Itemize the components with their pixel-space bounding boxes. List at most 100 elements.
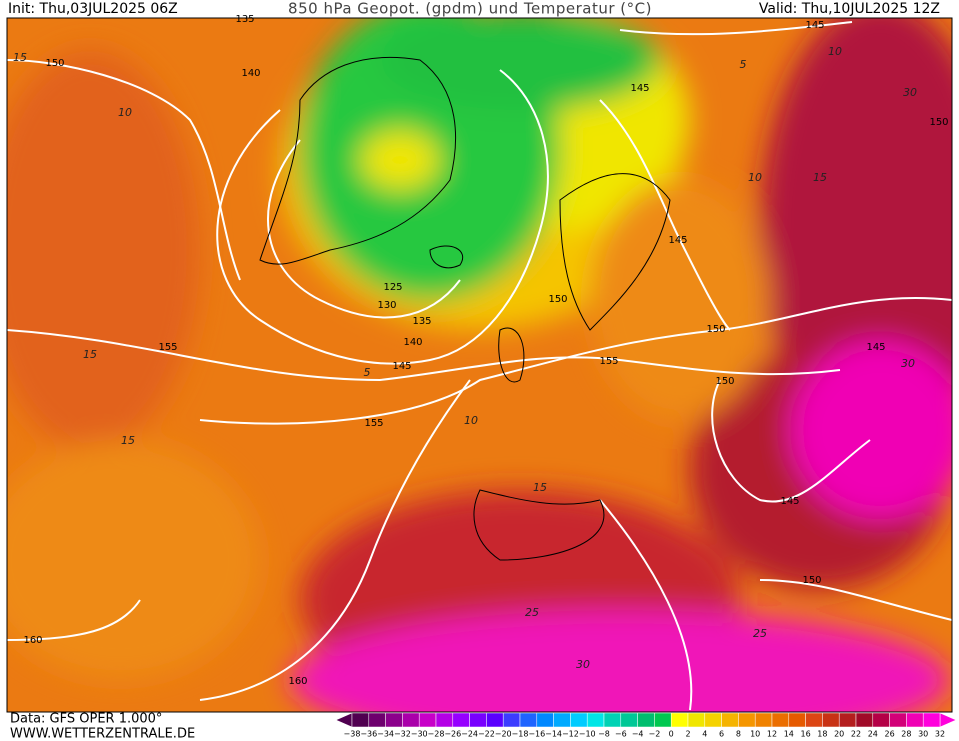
contour-label: 150 [715, 376, 734, 387]
contour-label: 145 [630, 83, 649, 94]
field-scandinavia [590, 180, 770, 420]
colorbar-swatch [553, 712, 571, 728]
colorbar-label: −34 [377, 730, 394, 739]
colorbar-label: 18 [817, 730, 827, 739]
colorbar-swatch [872, 712, 890, 728]
colorbar-swatch [570, 712, 588, 728]
isotherm-label: 15 [813, 171, 827, 184]
colorbar-swatch [368, 712, 386, 728]
colorbar-swatch [687, 712, 706, 728]
colorbar-swatch [805, 712, 823, 728]
contour [599, 99, 731, 331]
contour-label: 135 [235, 14, 254, 25]
greenland [259, 56, 457, 265]
colorbar-label: −22 [478, 730, 495, 739]
colorbar-label: −2 [649, 730, 661, 739]
iberia [473, 489, 605, 561]
colorbar-label: 20 [834, 730, 844, 739]
colorbar-swatch [654, 712, 672, 728]
colorbar-label: −36 [360, 730, 377, 739]
field-green-north [380, 18, 660, 110]
isotherm-label: 25 [753, 627, 767, 640]
contour-label: 145 [392, 361, 411, 372]
scandinavia [559, 173, 671, 331]
colorbar-label: 30 [918, 730, 928, 739]
isotherm-label: 5 [740, 58, 747, 71]
colorbar-swatch [486, 712, 504, 728]
isotherm-label: 10 [118, 106, 132, 119]
contour [711, 379, 871, 503]
contour-label: 145 [805, 20, 824, 31]
colorbar-swatch [418, 712, 437, 728]
map-frame [6, 17, 953, 713]
colorbar-label: 6 [719, 730, 724, 739]
site-url: WWW.WETTERZENTRALE.DE [10, 727, 195, 741]
colorbar: −38 −36 −34 −32 −30 −28 −26 −24 −22 −20 −18 −16 −14−… [335, 712, 957, 739]
contour [216, 69, 549, 365]
isotherm-label: 25 [525, 606, 539, 619]
isotherm-label: 10 [748, 171, 762, 184]
colorbar-swatch [906, 712, 924, 728]
colorbar-label: 26 [885, 730, 895, 739]
contour-label: 150 [802, 575, 821, 586]
colorbar-label: 4 [702, 730, 707, 739]
contour-label: 150 [548, 294, 567, 305]
contour-label: 150 [706, 324, 725, 335]
colorbar-label: 22 [851, 730, 861, 739]
colorbar-swatch [435, 712, 454, 728]
isotherm-label: 30 [903, 86, 917, 99]
contour-label: 160 [288, 676, 307, 687]
colorbar-label: 2 [685, 730, 690, 739]
colorbar-swatch [822, 712, 840, 728]
isotherm-label: 10 [464, 414, 478, 427]
temperature-labels: 15 10 10 5 30 10 15 15 15 10 5 15 25 30 … [13, 45, 917, 671]
contour-label: 135 [412, 316, 431, 327]
contour [759, 579, 952, 621]
colorbar-label: −18 [512, 730, 529, 739]
isotherm-label: 15 [83, 348, 97, 361]
colorbar-swatch [469, 712, 487, 728]
init-time: Init: Thu,03JUL2025 06Z [8, 1, 178, 17]
colorbar-swatch [603, 712, 622, 728]
iceland [429, 245, 463, 269]
colorbar-swatch [922, 712, 941, 728]
isotherm-label: 15 [121, 434, 135, 447]
colorbar-swatch [586, 712, 605, 728]
contour [199, 379, 471, 701]
colorbar-label: 32 [935, 730, 945, 739]
colorbar-label: −4 [632, 730, 644, 739]
colorbar-label: −10 [579, 730, 596, 739]
colorbar-label: 12 [767, 730, 777, 739]
isotherm-label: 10 [828, 45, 842, 58]
colorbar-swatch [536, 712, 554, 728]
geopotential-labels: 150 135 140 145 145 150 145 150 125 130 … [23, 14, 948, 687]
contour-label: 145 [866, 342, 885, 353]
contour-label: 160 [23, 635, 42, 646]
isotherm-label: 5 [364, 366, 371, 379]
colorbar-swatch [754, 712, 773, 728]
colorbar-swatch [670, 712, 689, 728]
colorbar-label: 10 [750, 730, 760, 739]
colorbar-arrow-high [939, 712, 957, 728]
colorbar-label: −20 [495, 730, 512, 739]
colorbar-label: 14 [784, 730, 794, 739]
field-atlantic [7, 440, 260, 680]
valid-time: Valid: Thu,10JUL2025 12Z [759, 1, 940, 17]
colorbar-label: 16 [801, 730, 811, 739]
map-title: 850 hPa Geopot. (gpdm) und Temperatur (°… [288, 0, 652, 18]
colorbar-label: −8 [598, 730, 610, 739]
colorbar-label: 0 [669, 730, 674, 739]
data-source: Data: GFS OPER 1.000° [10, 712, 162, 727]
colorbar-swatch [721, 712, 739, 728]
geopotential-contours [7, 21, 952, 711]
colorbar-swatch [838, 712, 857, 728]
colorbar-label: 24 [868, 730, 878, 739]
colorbar-label: −30 [411, 730, 428, 739]
colorbar-swatch [704, 712, 722, 728]
contour-label: 155 [158, 342, 177, 353]
colorbar-swatch [402, 712, 420, 728]
coastlines [259, 56, 671, 561]
